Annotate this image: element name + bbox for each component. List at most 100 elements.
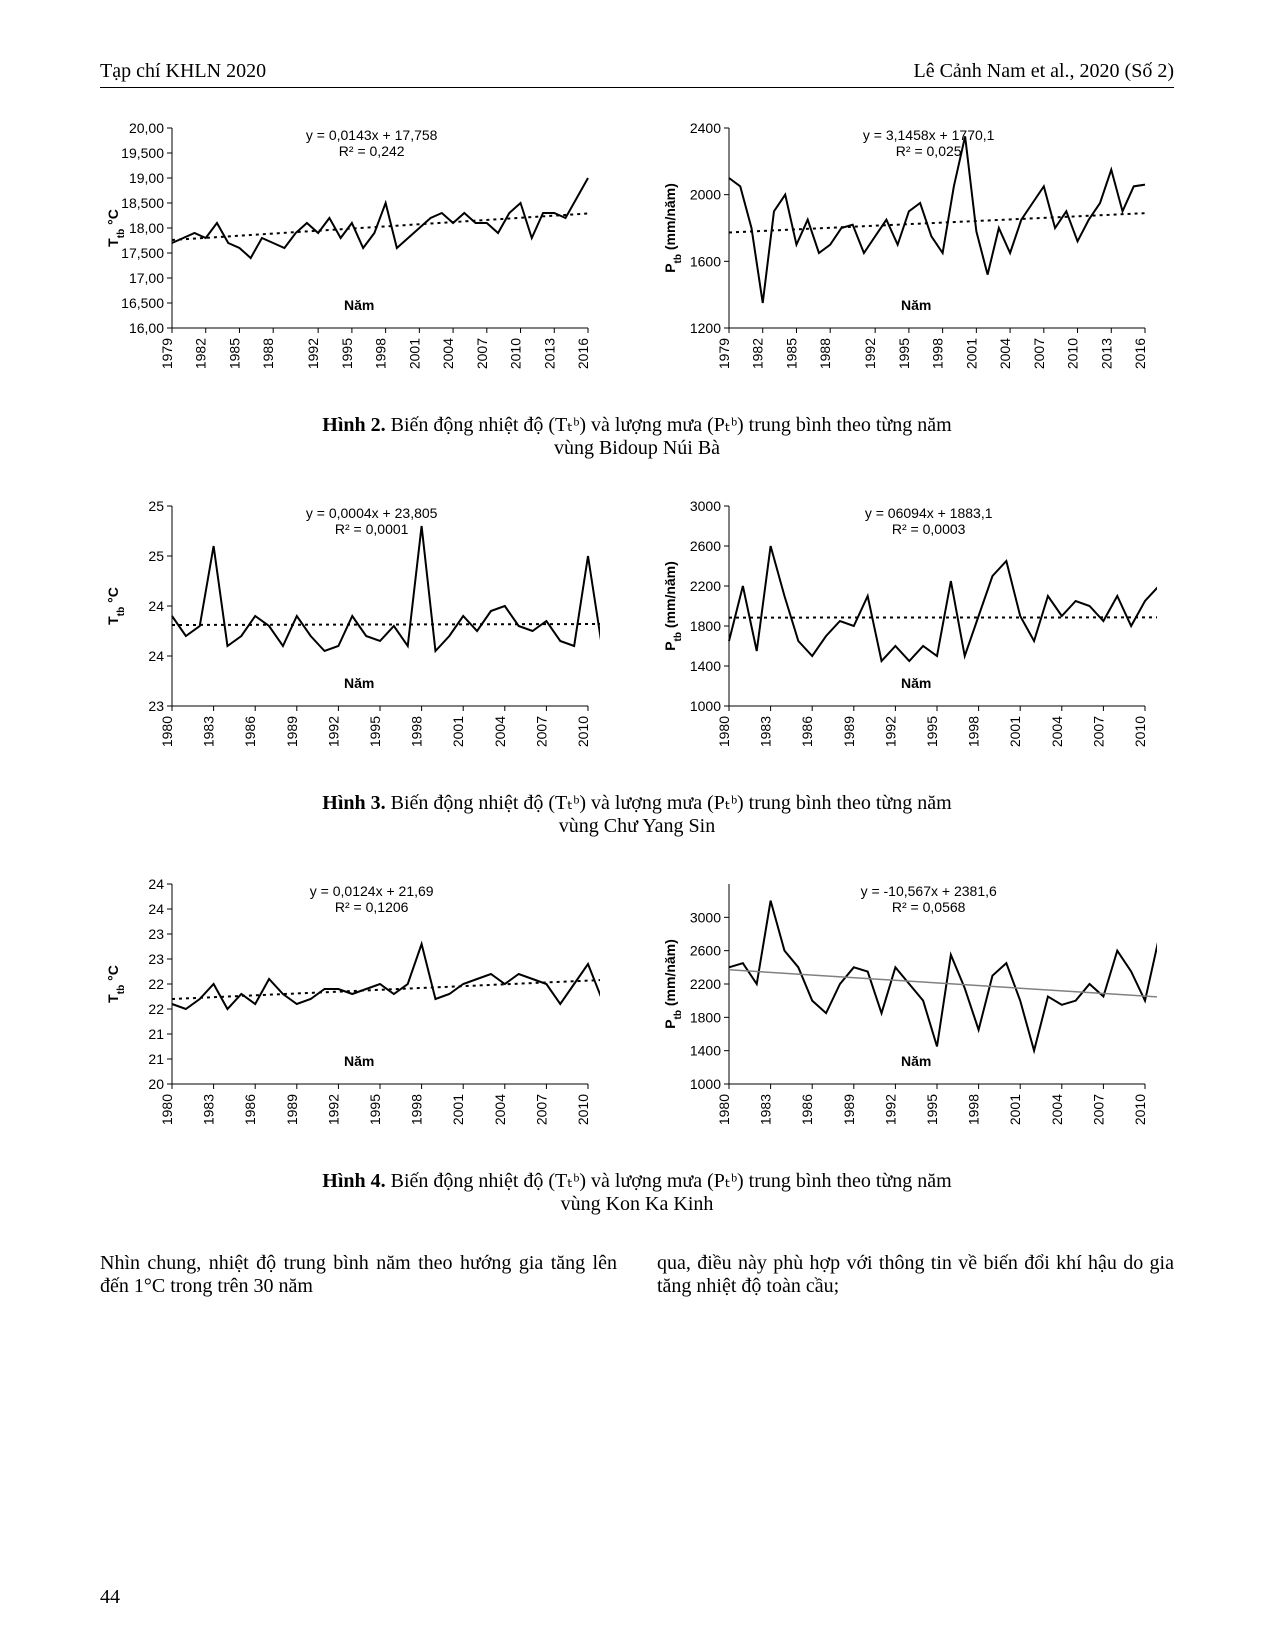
svg-text:2016: 2016 [1132,338,1148,369]
svg-text:1600: 1600 [690,253,721,269]
chart-fig4-left: 2021212222232324241980198319861989199219… [100,874,617,1154]
svg-text:1992: 1992 [325,1094,341,1125]
svg-text:3000: 3000 [690,909,721,925]
svg-text:R² = 0,0001: R² = 0,0001 [335,521,409,537]
svg-text:21: 21 [148,1051,164,1067]
svg-text:1998: 1998 [409,1094,425,1125]
svg-text:1995: 1995 [367,716,383,747]
caption-fig3: Hình 3. Biến động nhiệt độ (Tₜᵇ) và lượn… [100,790,1174,838]
svg-text:R² = 0,242: R² = 0,242 [339,143,405,159]
svg-text:2004: 2004 [1049,1094,1065,1125]
svg-text:Năm: Năm [344,675,374,691]
svg-text:21: 21 [148,1026,164,1042]
svg-text:1979: 1979 [159,338,175,369]
svg-text:2007: 2007 [1031,338,1047,369]
svg-text:1992: 1992 [325,716,341,747]
svg-text:Năm: Năm [901,675,931,691]
svg-text:1000: 1000 [690,1076,721,1092]
svg-text:24: 24 [148,876,164,892]
svg-text:y = 06094x + 1883,1: y = 06094x + 1883,1 [865,505,993,521]
svg-text:Ttb °C: Ttb °C [105,965,127,1003]
svg-text:18,00: 18,00 [129,220,164,236]
svg-text:16,500: 16,500 [121,295,164,311]
svg-text:1000: 1000 [690,698,721,714]
caption-fig2: Hình 2. Biến động nhiệt độ (Tₜᵇ) và lượn… [100,412,1174,460]
svg-text:2001: 2001 [450,1094,466,1125]
svg-text:2007: 2007 [1090,716,1106,747]
svg-text:1800: 1800 [690,1009,721,1025]
svg-text:1983: 1983 [758,1094,774,1125]
svg-text:1992: 1992 [882,1094,898,1125]
svg-text:2600: 2600 [690,538,721,554]
svg-text:1989: 1989 [284,716,300,747]
svg-text:2010: 2010 [1065,338,1081,369]
svg-text:24: 24 [148,901,164,917]
svg-text:1998: 1998 [966,1094,982,1125]
svg-text:Ptb (mm/năm): Ptb (mm/năm) [662,939,684,1029]
svg-text:2010: 2010 [508,338,524,369]
svg-text:1980: 1980 [159,716,175,747]
svg-text:1985: 1985 [226,338,242,369]
header-right: Lê Cảnh Nam et al., 2020 (Số 2) [914,60,1175,83]
svg-text:2001: 2001 [406,338,422,369]
chart-fig3-right: 1000140018002200260030001980198319861989… [657,496,1174,776]
svg-text:1979: 1979 [716,338,732,369]
svg-text:1982: 1982 [750,338,766,369]
svg-text:2004: 2004 [1049,716,1065,747]
svg-text:1995: 1995 [367,1094,383,1125]
svg-text:1985: 1985 [783,338,799,369]
svg-text:2001: 2001 [450,716,466,747]
svg-text:1989: 1989 [841,1094,857,1125]
svg-text:25: 25 [148,498,164,514]
svg-text:18,500: 18,500 [121,195,164,211]
svg-text:2004: 2004 [997,338,1013,369]
chart-fig2-left: 16,0016,50017,0017,50018,0018,50019,0019… [100,118,617,398]
svg-text:1986: 1986 [799,716,815,747]
svg-text:R² = 0,0568: R² = 0,0568 [892,899,966,915]
svg-text:Năm: Năm [901,297,931,313]
body-text-right: qua, điều này phù hợp với thông tin về b… [657,1252,1174,1298]
header-left: Tạp chí KHLN 2020 [100,60,266,83]
svg-text:20,00: 20,00 [129,120,164,136]
svg-text:24: 24 [148,648,164,664]
svg-text:2001: 2001 [1007,716,1023,747]
page-number: 44 [100,1586,120,1609]
svg-text:1983: 1983 [201,1094,217,1125]
svg-text:R² = 0,0003: R² = 0,0003 [892,521,966,537]
svg-text:1983: 1983 [201,716,217,747]
svg-text:2010: 2010 [575,1094,591,1125]
svg-text:1992: 1992 [305,338,321,369]
svg-text:2001: 2001 [963,338,979,369]
svg-text:22: 22 [148,1001,164,1017]
svg-text:Năm: Năm [344,1053,374,1069]
svg-text:1992: 1992 [862,338,878,369]
svg-text:1400: 1400 [690,658,721,674]
svg-text:16,00: 16,00 [129,320,164,336]
svg-text:2007: 2007 [533,1094,549,1125]
svg-text:Năm: Năm [901,1053,931,1069]
svg-text:1989: 1989 [284,1094,300,1125]
svg-text:1986: 1986 [799,1094,815,1125]
svg-text:2010: 2010 [1132,1094,1148,1125]
svg-text:22: 22 [148,976,164,992]
svg-text:1998: 1998 [966,716,982,747]
svg-text:23: 23 [148,698,164,714]
svg-text:2000: 2000 [690,187,721,203]
svg-text:y = -10,567x + 2381,6: y = -10,567x + 2381,6 [861,883,997,899]
svg-text:20: 20 [148,1076,164,1092]
svg-text:2007: 2007 [533,716,549,747]
svg-text:2016: 2016 [575,338,591,369]
svg-text:Ttb °C: Ttb °C [105,587,127,625]
svg-text:R² = 0,1206: R² = 0,1206 [335,899,409,915]
chart-fig4-right: 1000140018002200260030001980198319861989… [657,874,1174,1154]
svg-text:1986: 1986 [242,1094,258,1125]
svg-text:1992: 1992 [882,716,898,747]
svg-text:1980: 1980 [159,1094,175,1125]
svg-text:2010: 2010 [575,716,591,747]
svg-text:2200: 2200 [690,578,721,594]
svg-text:2007: 2007 [1090,1094,1106,1125]
svg-text:1995: 1995 [339,338,355,369]
chart-fig3-left: 2324242525198019831986198919921995199820… [100,496,617,776]
caption-fig4: Hình 4. Biến động nhiệt độ (Tₜᵇ) và lượn… [100,1168,1174,1216]
svg-text:2007: 2007 [474,338,490,369]
